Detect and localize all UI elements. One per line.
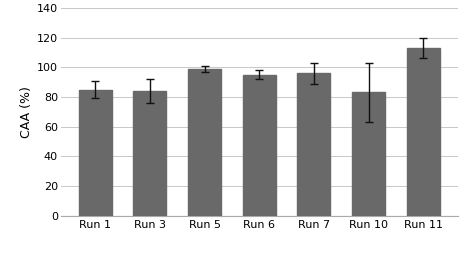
Bar <box>188 69 221 216</box>
Bar <box>243 75 276 216</box>
Bar <box>134 91 166 216</box>
Bar <box>407 48 439 216</box>
Bar <box>352 93 385 216</box>
Bar <box>79 89 112 216</box>
Y-axis label: CAA (%): CAA (%) <box>20 86 33 138</box>
Bar <box>297 73 330 216</box>
